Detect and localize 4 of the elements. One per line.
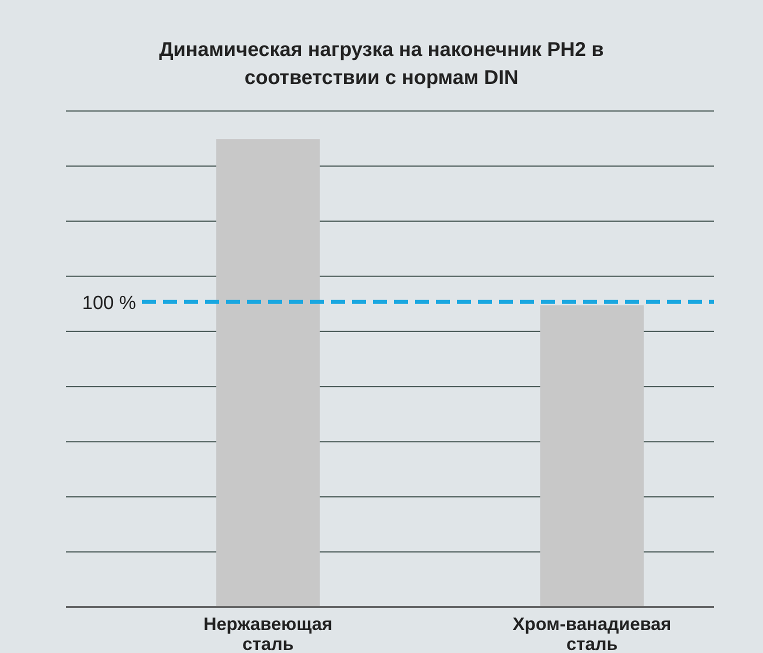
annotation: 100 % bbox=[82, 292, 136, 314]
x-tick-label: Хром-ванадиевая сталь bbox=[512, 614, 672, 653]
x-tick-label: Нержавеющая сталь bbox=[204, 614, 332, 653]
chart-title: Динамическая нагрузка на наконечник PH2 в соответствии с нормам DIN bbox=[159, 39, 604, 89]
